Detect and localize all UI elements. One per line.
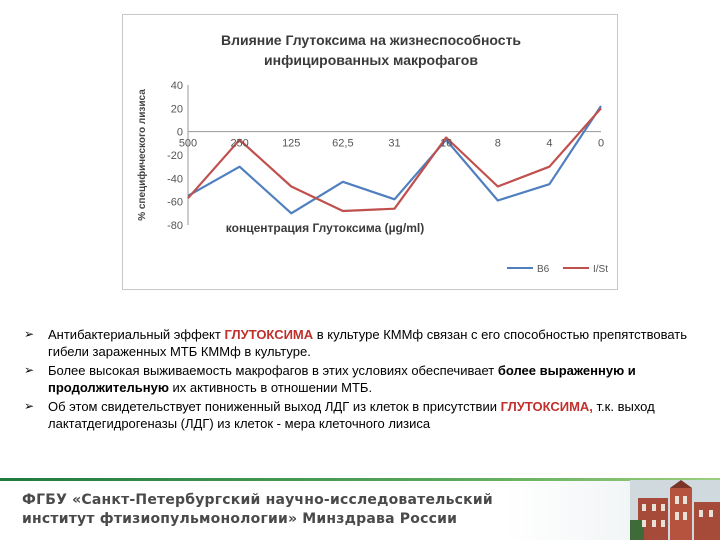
- y-tick-label: -60: [167, 197, 183, 209]
- bullet-text: их активность в отношении МТБ.: [168, 380, 373, 395]
- x-tick-label: 4: [546, 138, 552, 150]
- chart-title-line-2: инфицированных макрофагов: [264, 52, 478, 68]
- legend-label: I/St: [593, 264, 608, 275]
- series-line-b6: [187, 105, 602, 215]
- drug-name-highlight: ГЛУТОКСИМА,: [500, 399, 593, 414]
- legend-label: B6: [537, 264, 550, 275]
- y-tick-label: 0: [177, 127, 183, 139]
- institution-line-2: институт фтизиопульмонологии» Минздрава …: [22, 511, 458, 527]
- x-tick-label: 62,5: [332, 138, 353, 150]
- y-tick-label: -80: [167, 220, 183, 232]
- x-axis-label: концентрация Глутоксима (µg/ml): [226, 221, 424, 235]
- line-chart: Влияние Глутоксима на жизнеспособность ин…: [136, 32, 608, 275]
- institution-name: ФГБУ «Санкт-Петербургский научно-исследо…: [22, 491, 493, 529]
- bullet-item: ➢ Более высокая выживаемость макрофагов …: [22, 362, 702, 396]
- x-tick-label: 250: [230, 138, 248, 150]
- institution-line-1: ФГБУ «Санкт-Петербургский научно-исследо…: [22, 492, 493, 508]
- footer-band: [0, 478, 720, 540]
- footer-divider: [0, 478, 720, 481]
- y-axis-label: % специфического лизиса: [136, 89, 148, 221]
- y-tick-label: -20: [167, 150, 183, 162]
- bullet-item: ➢ Антибактериальный эффект ГЛУТОКСИМА в …: [22, 326, 702, 360]
- bullet-text: Об этом свидетельствует пониженный выход…: [48, 399, 501, 414]
- x-tick-label: 500: [179, 138, 197, 150]
- x-tick-label: 8: [495, 138, 501, 150]
- bullet-list: ➢ Антибактериальный эффект ГЛУТОКСИМА в …: [22, 326, 702, 434]
- bullet-text: т.к. выход лактатдегидрогеназы (ЛДГ) из …: [48, 399, 655, 431]
- y-tick-label: 40: [171, 80, 183, 92]
- x-tick-label: 16: [440, 138, 452, 150]
- x-tick-label: 0: [598, 138, 604, 150]
- x-tick-label: 31: [388, 138, 400, 150]
- bullet-text: в культуре КММф связан с его способность…: [48, 327, 688, 359]
- bullet-text: Более высокая выживаемость макрофагов в …: [48, 363, 498, 378]
- arrow-bullet-icon: ➢: [24, 327, 35, 341]
- bullet-item: ➢ Об этом свидетельствует пониженный вых…: [22, 398, 702, 432]
- bullet-text: Антибактериальный эффект: [48, 327, 225, 342]
- drug-name-highlight: ГЛУТОКСИМА: [224, 327, 314, 342]
- building-photo: [630, 480, 720, 540]
- y-tick-label: -40: [167, 173, 183, 185]
- y-tick-label: 20: [171, 103, 183, 115]
- arrow-bullet-icon: ➢: [24, 363, 35, 377]
- chart-title-line-1: Влияние Глутоксима на жизнеспособность: [221, 32, 521, 48]
- chart-frame: Влияние Глутоксима на жизнеспособность ин…: [122, 14, 618, 290]
- arrow-bullet-icon: ➢: [24, 399, 35, 413]
- x-tick-label: 125: [282, 138, 300, 150]
- bold-emphasis: более выраженную и продолжительную: [48, 363, 636, 395]
- series-line-ist: [187, 107, 602, 213]
